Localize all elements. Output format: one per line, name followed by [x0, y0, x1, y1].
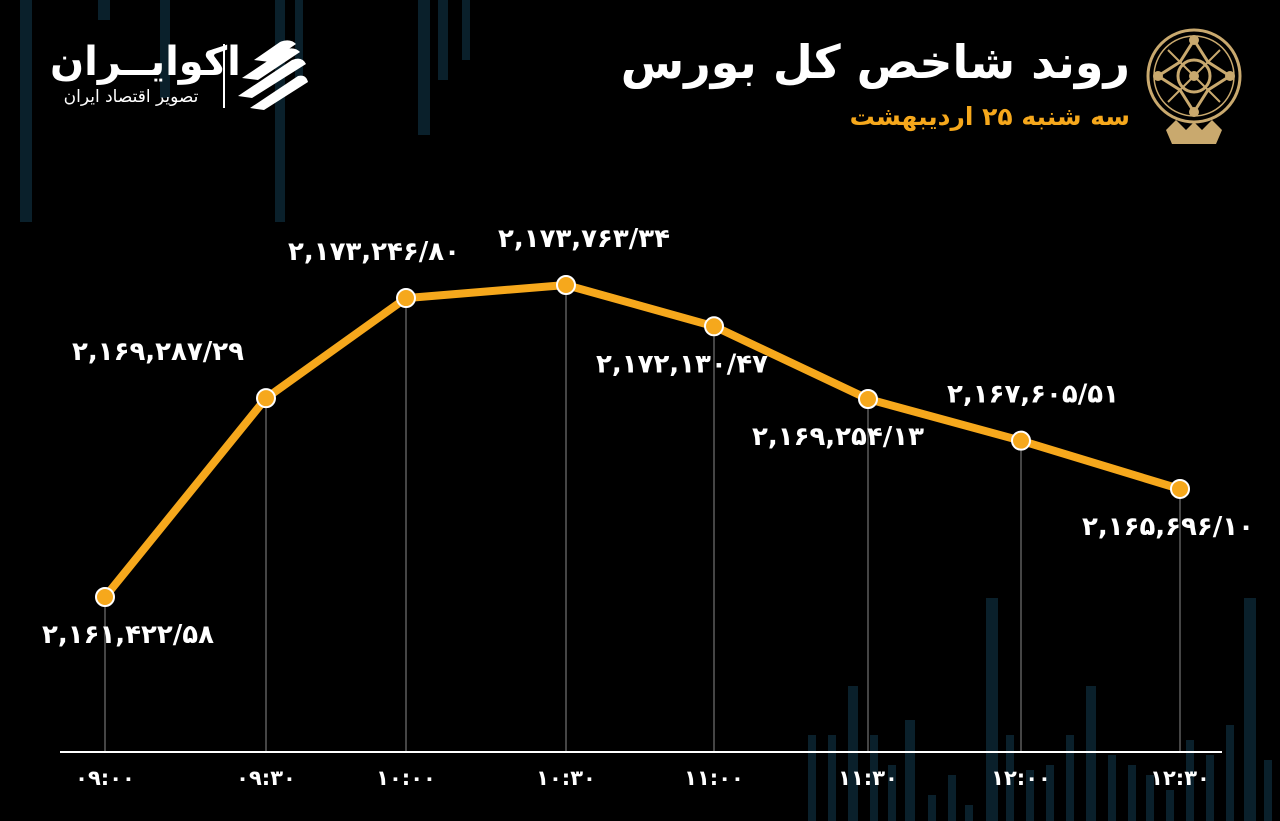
background-bar-26	[1166, 790, 1174, 821]
background-bar-21	[1066, 735, 1074, 821]
background-bar-31	[1264, 760, 1272, 821]
brand-divider	[223, 44, 225, 108]
background-bar-17	[986, 598, 998, 821]
data-markers	[95, 275, 1190, 607]
background-bar-5	[418, 0, 430, 135]
background-bar-27	[1186, 740, 1194, 821]
decorative-background-bars	[20, 0, 1272, 821]
data-label-6: ۲,۱۶۷,۶۰۵/۵۱	[947, 380, 1119, 410]
data-point-1	[256, 388, 276, 409]
page-title: روند شاخص کل بورس	[620, 35, 1130, 89]
background-bar-13	[905, 720, 915, 821]
data-point-5	[858, 389, 878, 410]
background-bar-28	[1206, 755, 1214, 821]
background-bar-11	[870, 735, 878, 821]
brand-tagline: تصویر اقتصاد ایران	[63, 87, 199, 107]
data-point-7	[1170, 478, 1190, 499]
background-bar-23	[1108, 755, 1116, 821]
data-point-0	[95, 587, 115, 607]
x-tick-labels: ۰۹:۰۰ ۰۹:۳۰ ۱۰:۰۰ ۱۰:۳۰ ۱۱:۰۰ ۱۱:۳۰ ۱۲:۰۰ ۱۲:۳۰	[75, 766, 1210, 790]
data-label-3: ۲,۱۷۳,۷۶۳/۳۴	[498, 224, 670, 254]
data-label-1: ۲,۱۶۹,۲۸۷/۲۹	[72, 337, 244, 367]
background-bar-3	[275, 0, 285, 222]
background-bar-22	[1086, 686, 1096, 821]
background-bar-18	[1006, 735, 1014, 821]
data-label-7: ۲,۱۶۵,۶۹۶/۱۰	[1082, 512, 1254, 542]
background-bar-14	[928, 795, 936, 821]
background-bar-25	[1146, 775, 1154, 821]
brand-name: اکوایــران	[50, 39, 241, 85]
data-label-4: ۲,۱۷۲,۱۳۰/۴۷	[596, 349, 768, 379]
stock-exchange-seal-icon	[1146, 28, 1242, 144]
x-tick-label-6: ۱۲:۰۰	[991, 766, 1051, 790]
x-tick-label-3: ۱۰:۳۰	[536, 766, 596, 790]
background-bar-30	[1244, 598, 1256, 821]
drop-lines	[104, 285, 1181, 752]
background-bar-15	[948, 775, 956, 821]
background-bar-8	[808, 735, 816, 821]
background-bar-20	[1046, 765, 1054, 821]
data-label-2: ۲,۱۷۳,۲۴۶/۸۰	[288, 237, 460, 267]
background-bar-6	[438, 0, 448, 80]
background-bar-4	[295, 0, 303, 80]
background-bar-2	[160, 0, 170, 98]
background-bar-10	[848, 686, 858, 821]
background-bar-9	[828, 735, 836, 821]
data-label-0: ۲,۱۶۱,۴۲۲/۵۸	[42, 620, 214, 650]
background-bar-16	[965, 805, 973, 821]
stacked-stripes-logo-icon	[238, 40, 308, 110]
background-bar-24	[1128, 765, 1136, 821]
data-point-3	[556, 275, 576, 295]
x-tick-label-7: ۱۲:۳۰	[1150, 766, 1210, 790]
background-bar-1	[98, 0, 110, 20]
x-tick-label-1: ۰۹:۳۰	[236, 766, 296, 790]
series-line	[101, 281, 1184, 601]
x-tick-label-5: ۱۱:۳۰	[838, 766, 898, 790]
background-bar-29	[1226, 725, 1234, 821]
data-point-2	[396, 288, 416, 309]
data-label-5: ۲,۱۶۹,۲۵۴/۱۳	[752, 422, 924, 452]
data-point-4	[704, 316, 724, 337]
x-tick-label-2: ۱۰:۰۰	[376, 766, 436, 790]
x-tick-label-0: ۰۹:۰۰	[75, 766, 135, 790]
data-point-6	[1011, 430, 1031, 451]
background-bar-7	[462, 0, 470, 60]
data-labels: ۲,۱۶۱,۴۲۲/۵۸ ۲,۱۶۹,۲۸۷/۲۹ ۲,۱۷۳,۲۴۶/۸۰ ۲,۱۷…	[42, 224, 1254, 650]
background-bar-19	[1026, 770, 1034, 821]
background-bar-12	[888, 765, 896, 821]
page-subtitle: سه شنبه ۲۵ اردیبهشت	[849, 102, 1130, 131]
background-bar-0	[20, 0, 32, 222]
x-tick-label-4: ۱۱:۰۰	[684, 766, 744, 790]
